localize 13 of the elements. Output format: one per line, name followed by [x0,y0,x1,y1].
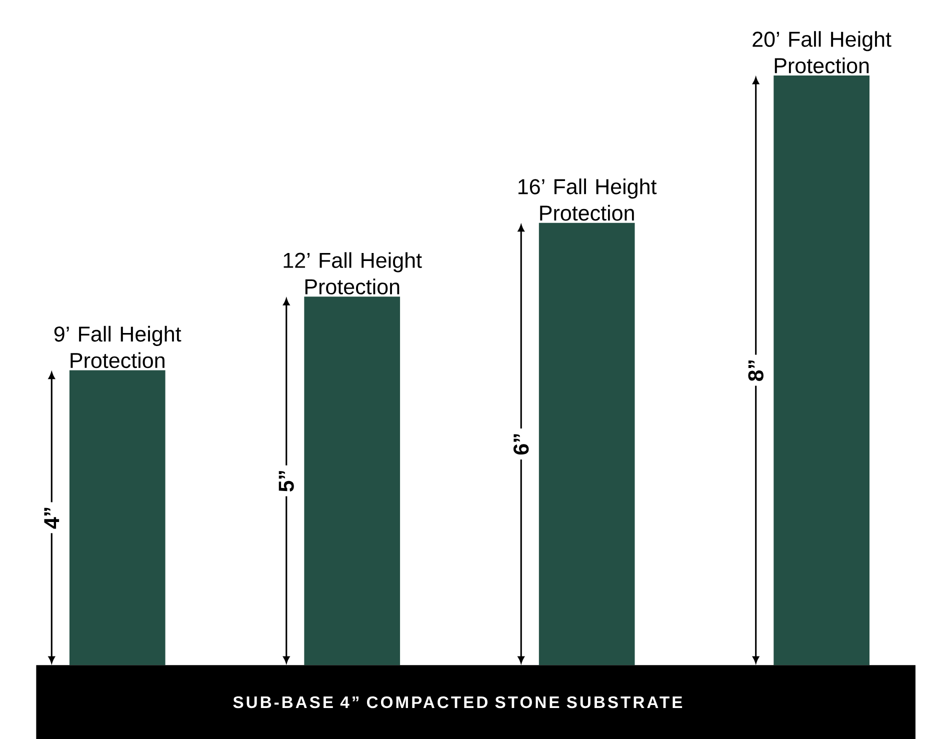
x-tick-label: 9’ Fall Height Protection [54,326,182,368]
text: SUB-BASE 4” COMPACTED STONE SUBSTRATE [233,696,682,708]
bar [538,222,635,665]
data-label: 5” [278,470,294,492]
data-label: 4” [44,508,60,529]
bar [304,296,400,665]
x-tick-label: 20’ Fall Height Protection [752,30,892,74]
data-label: 6” [513,434,529,454]
x-tick-label: 12’ Fall Height Protection [284,252,422,294]
data-label: 8” [748,360,764,381]
x-tick-label: 16’ Fall Height Protection [518,178,657,221]
bar [774,75,870,665]
bar [69,370,166,665]
